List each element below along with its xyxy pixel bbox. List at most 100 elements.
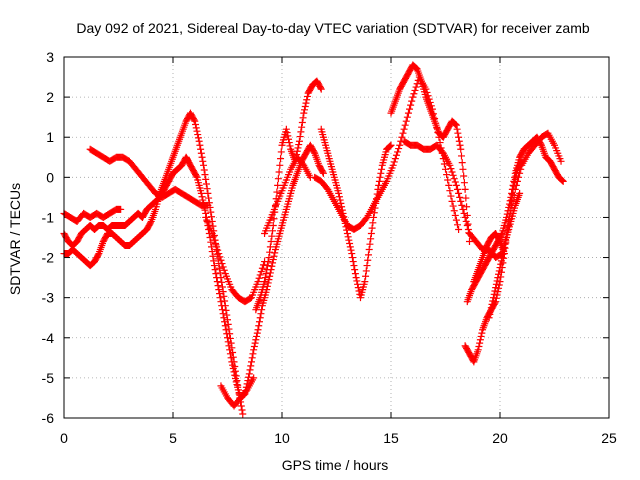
data-point — [490, 290, 498, 298]
data-point — [204, 201, 212, 209]
data-point — [450, 175, 458, 183]
data-point — [516, 189, 524, 197]
data-point — [275, 168, 283, 176]
data-point — [196, 141, 204, 149]
data-point — [197, 145, 205, 153]
data-point — [461, 185, 469, 193]
data-point — [220, 292, 228, 300]
data-point — [207, 208, 215, 216]
data-point — [335, 193, 343, 201]
data-point — [265, 276, 273, 284]
data-point — [410, 90, 418, 98]
data-point — [492, 284, 500, 292]
data-point — [293, 147, 301, 155]
data-point — [230, 358, 238, 366]
data-point — [191, 117, 199, 125]
data-point — [343, 229, 351, 237]
data-point — [453, 185, 461, 193]
data-point — [508, 191, 516, 199]
data-point — [457, 145, 465, 153]
data-point — [401, 121, 409, 129]
data-point — [452, 121, 460, 129]
data-point — [377, 169, 385, 177]
data-point — [216, 294, 224, 302]
data-point — [266, 243, 274, 251]
data-point — [488, 300, 496, 308]
data-point — [209, 252, 217, 260]
data-point — [210, 236, 218, 244]
data-point — [453, 125, 461, 133]
data-point — [222, 306, 230, 314]
data-point — [367, 229, 375, 237]
data-point — [254, 326, 262, 334]
data-point — [461, 213, 469, 221]
data-point — [250, 342, 258, 350]
data-point — [345, 236, 353, 244]
data-point — [220, 266, 228, 274]
data-point — [375, 177, 383, 185]
data-point — [211, 266, 219, 274]
data-point — [362, 272, 370, 280]
data-point — [517, 159, 525, 167]
data-point — [448, 168, 456, 176]
data-point — [267, 238, 275, 246]
data-point — [450, 207, 458, 215]
data-point — [444, 176, 452, 184]
data-point — [537, 140, 545, 148]
data-point — [201, 171, 209, 179]
data-point — [225, 325, 233, 333]
data-point — [209, 233, 217, 241]
data-point — [197, 149, 205, 157]
data-point — [212, 270, 220, 278]
data-point — [200, 166, 208, 174]
data-point — [511, 179, 519, 187]
data-point — [306, 173, 314, 181]
data-point — [368, 224, 376, 232]
data-point — [400, 125, 408, 133]
data-point — [506, 197, 514, 205]
data-point — [501, 240, 509, 248]
data-point — [218, 260, 226, 268]
data-point — [499, 250, 507, 258]
data-point — [194, 134, 202, 142]
data-point — [215, 286, 223, 294]
series-arc-9 — [387, 61, 473, 246]
data-point — [251, 339, 259, 347]
data-point — [261, 274, 269, 282]
data-point — [216, 290, 224, 298]
data-point — [234, 381, 242, 389]
data-point — [210, 262, 218, 270]
data-point — [194, 131, 202, 139]
data-point — [494, 274, 502, 282]
series-arc-12 — [461, 157, 526, 366]
data-point — [455, 133, 463, 141]
data-point — [365, 246, 373, 254]
data-point — [216, 253, 224, 261]
data-point — [495, 236, 503, 244]
series-arc-8 — [311, 73, 463, 233]
data-point — [195, 137, 203, 145]
x-tick-label: 15 — [383, 430, 399, 446]
chart-title: Day 092 of 2021, Sidereal Day-to-day VTE… — [76, 20, 589, 36]
y-tick-label: 3 — [46, 49, 54, 65]
data-point — [208, 213, 216, 221]
data-point — [394, 148, 402, 156]
data-point — [299, 114, 307, 122]
data-point — [266, 269, 274, 277]
data-point — [500, 247, 508, 255]
data-point — [389, 161, 397, 169]
data-point — [386, 142, 394, 150]
data-point — [204, 189, 212, 197]
data-point — [214, 282, 222, 290]
data-point — [478, 329, 486, 337]
data-points — [60, 61, 567, 418]
data-point — [462, 194, 470, 202]
data-point — [500, 244, 508, 252]
data-point — [117, 205, 125, 213]
data-point — [489, 297, 497, 305]
data-point — [366, 240, 374, 248]
data-point — [237, 402, 245, 410]
data-point — [269, 256, 277, 264]
series-arc-7 — [317, 125, 395, 302]
data-point — [295, 137, 303, 145]
